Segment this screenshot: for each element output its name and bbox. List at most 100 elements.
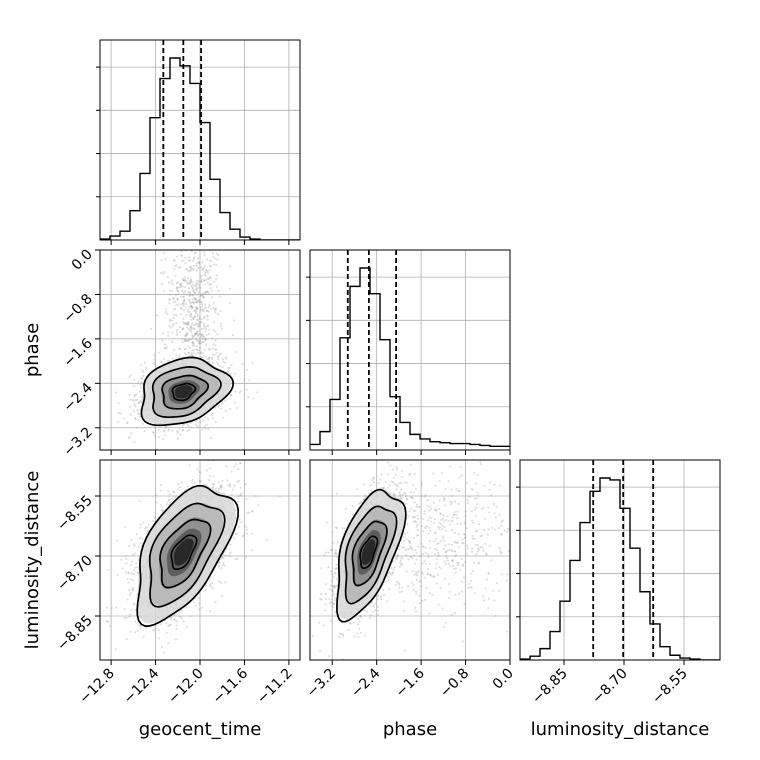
sample-point — [176, 297, 179, 300]
sample-point — [165, 242, 167, 244]
sample-point — [227, 370, 230, 373]
sample-point — [110, 606, 113, 609]
sample-point — [230, 493, 233, 496]
sample-point — [168, 298, 171, 301]
sample-point — [427, 555, 430, 558]
sample-point — [189, 326, 192, 329]
sample-point — [133, 544, 136, 547]
sample-point — [142, 635, 145, 638]
sample-point — [202, 327, 205, 330]
sample-point — [217, 358, 220, 361]
sample-point — [187, 259, 190, 262]
sample-point — [189, 237, 191, 239]
sample-point — [172, 317, 175, 320]
sample-point — [224, 554, 227, 557]
sample-point — [182, 259, 185, 262]
sample-point — [198, 299, 201, 302]
sample-point — [209, 585, 212, 588]
sample-point — [178, 611, 181, 614]
sample-point — [193, 257, 196, 261]
sample-point — [204, 355, 207, 358]
sample-point — [192, 267, 195, 270]
sample-point — [188, 310, 192, 314]
sample-point — [234, 558, 237, 561]
sample-point — [358, 614, 362, 617]
sample-point — [483, 484, 486, 487]
sample-point — [265, 539, 268, 542]
sample-point — [184, 303, 187, 306]
sample-point — [190, 305, 193, 308]
sample-point — [138, 390, 141, 393]
sample-point — [231, 334, 234, 337]
sample-point — [228, 485, 232, 488]
sample-point — [199, 351, 203, 354]
sample-point — [415, 592, 418, 595]
sample-point — [449, 465, 452, 468]
contour-line-0 — [171, 382, 197, 402]
sample-point — [206, 290, 209, 293]
sample-point — [210, 283, 213, 286]
sample-point — [204, 483, 207, 486]
sample-point — [179, 313, 182, 316]
sample-point — [208, 360, 211, 363]
sample-point — [164, 343, 167, 346]
sample-point — [207, 277, 210, 280]
sample-point — [195, 348, 198, 351]
sample-point — [424, 527, 427, 530]
sample-point — [437, 551, 440, 554]
sample-point — [241, 437, 243, 439]
sample-point — [178, 354, 181, 357]
sample-point — [165, 503, 168, 506]
sample-point — [171, 357, 174, 360]
gridlines-geocent_time-phase — [100, 250, 300, 450]
sample-point — [200, 335, 203, 338]
density-level-4 — [173, 538, 194, 566]
sample-point — [187, 290, 190, 293]
sample-point — [192, 309, 195, 313]
sample-point — [190, 328, 193, 331]
sample-point — [179, 283, 182, 286]
sample-point — [229, 366, 232, 369]
sample-point — [201, 295, 204, 298]
sample-point — [182, 295, 185, 298]
sample-point — [132, 398, 135, 401]
sample-point — [204, 427, 207, 430]
sample-point — [191, 344, 194, 347]
sample-point — [212, 307, 215, 310]
sample-point — [405, 497, 408, 500]
sample-point — [433, 518, 436, 521]
sample-point — [120, 558, 123, 561]
sample-point — [181, 241, 183, 243]
sample-point — [167, 625, 170, 628]
sample-point — [128, 436, 131, 439]
sample-point — [152, 519, 155, 523]
sample-point — [197, 352, 200, 355]
sample-point — [184, 286, 187, 289]
sample-point — [335, 556, 338, 559]
sample-point — [471, 537, 474, 540]
sample-point — [161, 506, 164, 509]
sample-point — [247, 396, 250, 399]
sample-point — [212, 347, 215, 350]
sample-point — [160, 271, 163, 274]
sample-point — [176, 289, 179, 292]
sample-point — [217, 405, 221, 408]
sample-point — [194, 323, 197, 326]
sample-point — [201, 268, 204, 271]
sample-point — [126, 421, 129, 425]
sample-point — [195, 269, 198, 272]
sample-point — [333, 571, 336, 574]
sample-point — [219, 322, 222, 326]
sample-point — [200, 301, 203, 304]
sample-point — [175, 287, 178, 290]
sample-point — [176, 431, 179, 434]
sample-point — [204, 338, 207, 341]
sample-point — [430, 575, 433, 578]
sample-point — [220, 241, 222, 243]
sample-point — [214, 421, 217, 424]
sample-point — [205, 423, 208, 427]
sample-point — [182, 300, 186, 303]
sample-point — [173, 267, 176, 270]
sample-point — [222, 561, 225, 564]
